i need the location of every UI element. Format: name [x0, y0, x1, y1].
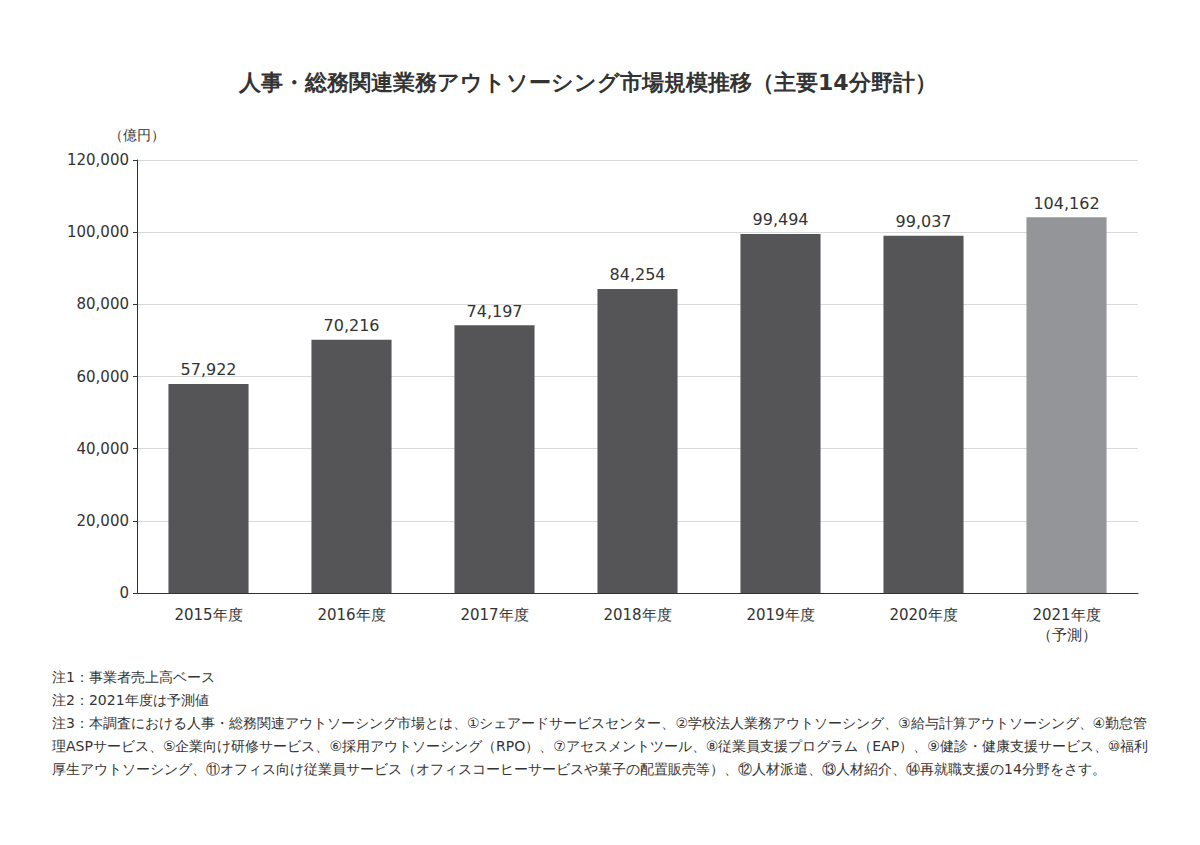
svg-text:（億円）: （億円） [109, 127, 165, 143]
svg-text:60,000: 60,000 [77, 368, 130, 386]
svg-text:74,197: 74,197 [467, 302, 523, 321]
svg-text:2020年度: 2020年度 [889, 606, 957, 624]
svg-text:100,000: 100,000 [67, 223, 129, 241]
svg-text:2019年度: 2019年度 [746, 606, 814, 624]
svg-text:99,494: 99,494 [753, 210, 809, 229]
svg-text:80,000: 80,000 [77, 295, 130, 313]
svg-text:40,000: 40,000 [77, 440, 130, 458]
svg-text:（予測）: （予測） [1037, 626, 1097, 644]
svg-text:2016年度: 2016年度 [317, 606, 385, 624]
svg-text:57,922: 57,922 [181, 360, 237, 379]
html-text:注2：2021年度は予測値: 注2：2021年度は予測値 [52, 692, 209, 708]
svg-text:120,000: 120,000 [67, 151, 129, 169]
svg-text:人事・総務関連業務アウトソーシング市場規模推移（主要14分野: 人事・総務関連業務アウトソーシング市場規模推移（主要14分野計） [238, 70, 937, 95]
svg-text:104,162: 104,162 [1033, 194, 1099, 213]
svg-text:2017年度: 2017年度 [460, 606, 528, 624]
svg-text:2015年度: 2015年度 [174, 606, 242, 624]
svg-text:84,254: 84,254 [610, 265, 666, 284]
html-text:注3：本調査における人事・総務関連アウトソーシング市場とは、: 注3：本調査における人事・総務関連アウトソーシング市場とは、①シェアードサービス… [52, 715, 1149, 777]
svg-text:2021年度: 2021年度 [1032, 606, 1100, 624]
html-text:注1：事業者売上高ベース: 注1：事業者売上高ベース [52, 669, 215, 685]
svg-text:70,216: 70,216 [324, 316, 380, 335]
svg-text:99,037: 99,037 [896, 212, 952, 231]
svg-text:20,000: 20,000 [77, 512, 130, 530]
svg-text:0: 0 [119, 584, 129, 602]
svg-text:2018年度: 2018年度 [603, 606, 671, 624]
